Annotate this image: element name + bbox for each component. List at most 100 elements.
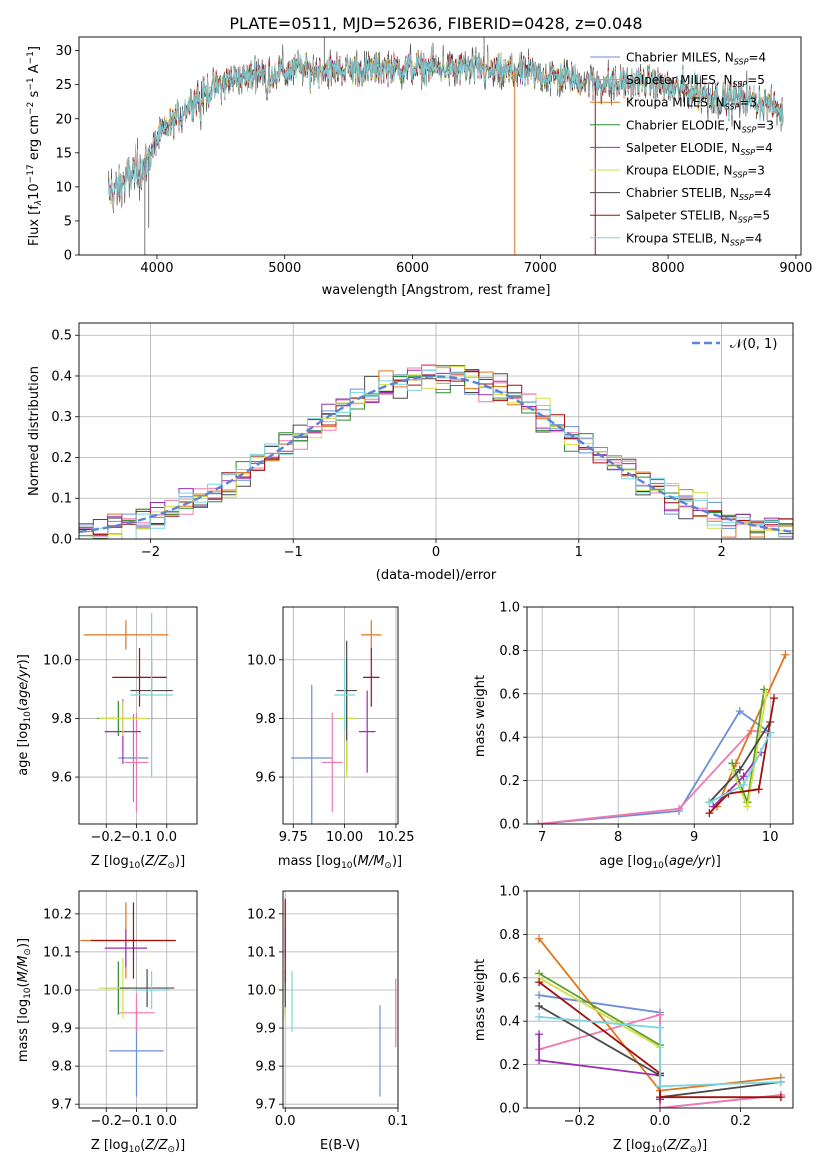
weight-marker	[534, 820, 543, 824]
label-part: s	[27, 90, 42, 101]
label-part: 10	[129, 861, 141, 871]
y-tick-label: 0.1	[51, 492, 72, 507]
x-tick-label: 9.75	[279, 830, 308, 845]
legend-sub: SSP	[739, 193, 754, 202]
legend-sub: SSP	[740, 148, 755, 157]
weight-marker	[735, 707, 744, 716]
x-tick-label: −0.2	[90, 1114, 122, 1129]
label-part: )]	[711, 854, 721, 869]
legend-entry: Kroupa ELODIE, NSSP=3	[626, 164, 765, 180]
y-tick-label: 0.5	[51, 329, 72, 344]
label-part: (	[140, 854, 145, 869]
y-tick-label: 0.3	[51, 410, 72, 425]
y-tick-label: 0.4	[51, 369, 72, 384]
y-tick-label: 0.2	[499, 774, 520, 789]
y-axis-label: mass [log10(M/M⊙)]	[16, 938, 33, 1062]
weight-marker	[656, 1023, 664, 1032]
y-axis-label: Flux [fλ10−17 erg cm−2 s−1 A−1]	[26, 46, 44, 246]
legend-n: =5	[747, 73, 765, 87]
weight-marker	[656, 1082, 664, 1091]
legend-entry: Salpeter STELIB, NSSP=5	[626, 209, 770, 225]
label-part: λ	[34, 200, 44, 206]
label-part: (	[16, 706, 31, 711]
weight-marker	[762, 689, 771, 698]
legend-n: =3	[747, 164, 765, 178]
legend-sub: SSP	[742, 125, 757, 134]
label-part: 10	[651, 1145, 663, 1155]
label-part: )]	[16, 938, 31, 948]
y-axis-label: mass weight	[473, 959, 488, 1041]
spectrum-line	[108, 45, 784, 212]
label-part: (	[662, 1138, 667, 1153]
x-tick-label: 9000	[779, 261, 812, 276]
legend-sub: SSP	[733, 171, 748, 180]
label-part: 10	[23, 711, 33, 723]
y-tick-label: 10.2	[43, 907, 72, 922]
label-part: (	[140, 1138, 145, 1153]
y-tick-label: 10.0	[247, 653, 276, 668]
x-axis-label: Z [log10(Z/Z⊙)]	[613, 1138, 707, 1155]
weight-marker	[656, 1093, 664, 1102]
label-part: −17	[26, 164, 36, 183]
weight-line	[539, 1016, 781, 1088]
y-tick-label: 10.0	[43, 983, 72, 998]
weight-marker	[770, 694, 778, 703]
label-part: (	[16, 982, 31, 987]
panel-weight_vs_Z: −0.2 0.0 0.2 0.0 0.2 0.4 0.6 0.8 1.0 Z [log10(Z/Z…	[473, 885, 794, 1155]
label-part: 10	[341, 861, 353, 871]
weight-marker	[705, 798, 714, 807]
y-tick-label: 9.8	[255, 1060, 276, 1075]
label-part: −2	[26, 102, 36, 115]
y-tick-label: 10.1	[247, 945, 276, 960]
label-part: age [log	[16, 723, 31, 776]
weight-marker	[535, 978, 544, 987]
label-part: M/M	[358, 854, 385, 869]
x-tick-label: 7000	[524, 261, 557, 276]
axes-frame	[78, 890, 198, 1109]
weight-marker	[535, 991, 544, 1000]
y-tick-label: 0.4	[499, 1015, 520, 1030]
x-tick-label: 9	[690, 830, 698, 845]
plot-area	[283, 891, 398, 1108]
label-part: (	[664, 854, 669, 869]
label-part: 10	[129, 1145, 141, 1155]
plot-area	[79, 607, 197, 824]
label-part: Z/Z	[144, 854, 168, 869]
label-part: (	[353, 854, 358, 869]
label-part: mass [log	[278, 854, 341, 869]
axes-frame	[526, 606, 794, 825]
y-tick-label: 0.0	[499, 1102, 520, 1117]
y-tick-label: 0.2	[499, 1058, 520, 1073]
legend-sub: SSP	[738, 216, 753, 225]
y-axis-label: Normed distribution	[27, 366, 42, 496]
axes-frame	[526, 890, 794, 1109]
weight-marker	[735, 765, 744, 774]
y-tick-label: 10	[55, 180, 72, 195]
panel-mass_vs_EBV: 0.0 0.1 9.7 9.8 9.9 10.0 10.1 10.2 E(B-V)	[247, 890, 408, 1153]
y-tick-label: 25	[55, 78, 72, 93]
legend-n: =4	[748, 51, 766, 65]
weight-marker	[754, 785, 763, 794]
label-part: −1	[26, 51, 36, 64]
y-tick-label: 9.7	[255, 1098, 276, 1113]
weight-line	[708, 697, 775, 814]
x-tick-label: 0.0	[156, 830, 177, 845]
y-tick-label: 0.0	[51, 533, 72, 548]
panel-spectrum: 4000 5000 6000 7000 8000 9000 0 5 10 15 20 25 30 wave…	[26, 36, 812, 298]
label-part: ⊙	[384, 861, 392, 871]
axes-frame	[78, 322, 794, 540]
weight-marker	[535, 1012, 544, 1021]
plot-area	[79, 891, 197, 1108]
weight-marker	[656, 1104, 664, 1108]
x-axis-label: Z [log10(Z/Z⊙)]	[91, 1138, 185, 1155]
weight-marker	[760, 685, 769, 694]
weight-marker	[675, 804, 683, 813]
weight-marker	[535, 934, 544, 943]
weight-marker	[766, 728, 775, 737]
y-axis-label: mass weight	[473, 675, 488, 757]
y-tick-label: 20	[55, 112, 72, 127]
y-tick-label: 5	[64, 214, 72, 229]
legend-sub: SSP	[733, 80, 748, 89]
